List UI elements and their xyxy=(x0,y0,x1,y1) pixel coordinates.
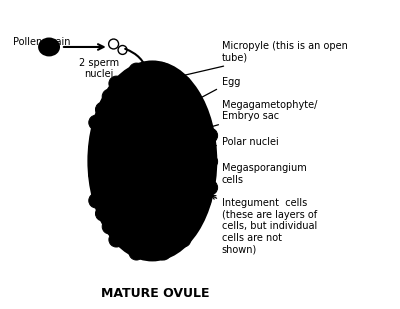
Circle shape xyxy=(189,102,204,117)
Text: Megagametophyte/
Embryo sac: Megagametophyte/ Embryo sac xyxy=(178,99,317,137)
Circle shape xyxy=(183,89,198,104)
Circle shape xyxy=(109,206,124,221)
Circle shape xyxy=(102,115,117,130)
Circle shape xyxy=(176,206,191,221)
Ellipse shape xyxy=(42,41,56,53)
Circle shape xyxy=(142,63,157,78)
Ellipse shape xyxy=(156,184,171,201)
Circle shape xyxy=(109,180,124,195)
Circle shape xyxy=(196,141,211,156)
Circle shape xyxy=(102,141,117,156)
Text: Egg: Egg xyxy=(166,77,240,116)
Circle shape xyxy=(129,63,144,78)
Circle shape xyxy=(169,219,184,234)
Circle shape xyxy=(162,232,178,247)
Circle shape xyxy=(89,167,104,182)
Circle shape xyxy=(156,63,171,78)
Ellipse shape xyxy=(132,110,173,198)
Circle shape xyxy=(149,76,164,91)
Circle shape xyxy=(96,206,110,221)
Text: 2 sperm
nuclei: 2 sperm nuclei xyxy=(79,58,119,79)
Circle shape xyxy=(102,167,117,182)
Text: Integument  cells
(these are layers of
cells, but individual
cells are not
shown: Integument cells (these are layers of ce… xyxy=(212,196,317,255)
Circle shape xyxy=(116,89,130,104)
Circle shape xyxy=(196,193,211,208)
Circle shape xyxy=(109,76,124,91)
Ellipse shape xyxy=(140,183,155,201)
Ellipse shape xyxy=(149,177,162,192)
Circle shape xyxy=(89,115,104,130)
Circle shape xyxy=(109,232,124,247)
Circle shape xyxy=(196,167,211,182)
Text: MATURE OVULE: MATURE OVULE xyxy=(101,287,210,300)
Circle shape xyxy=(102,219,117,234)
Circle shape xyxy=(203,154,218,169)
Circle shape xyxy=(196,115,211,130)
Circle shape xyxy=(129,245,144,260)
Circle shape xyxy=(183,193,198,208)
Ellipse shape xyxy=(89,62,216,260)
Text: Micropyle (this is an open
tube): Micropyle (this is an open tube) xyxy=(169,41,348,80)
Circle shape xyxy=(176,232,191,247)
Circle shape xyxy=(162,76,178,91)
Circle shape xyxy=(176,76,191,91)
Circle shape xyxy=(109,128,124,143)
Circle shape xyxy=(156,245,171,260)
Circle shape xyxy=(96,128,110,143)
Circle shape xyxy=(122,76,137,91)
Circle shape xyxy=(102,193,117,208)
Circle shape xyxy=(183,141,198,156)
Ellipse shape xyxy=(106,83,198,239)
Circle shape xyxy=(203,180,218,195)
Circle shape xyxy=(96,154,110,169)
Circle shape xyxy=(189,128,204,143)
Ellipse shape xyxy=(116,93,189,229)
Circle shape xyxy=(149,232,164,247)
Circle shape xyxy=(183,115,198,130)
Circle shape xyxy=(176,102,191,117)
Ellipse shape xyxy=(153,106,169,128)
Circle shape xyxy=(136,76,150,91)
Text: Megasporangium
cells: Megasporangium cells xyxy=(196,163,306,184)
Circle shape xyxy=(122,232,137,247)
Circle shape xyxy=(142,245,157,260)
Circle shape xyxy=(96,102,110,117)
Circle shape xyxy=(189,180,204,195)
Circle shape xyxy=(102,89,117,104)
Ellipse shape xyxy=(98,73,207,249)
Circle shape xyxy=(116,219,130,234)
Circle shape xyxy=(109,102,124,117)
Circle shape xyxy=(96,180,110,195)
Circle shape xyxy=(89,193,104,208)
Circle shape xyxy=(89,141,104,156)
Text: Pollen grain: Pollen grain xyxy=(13,37,71,47)
Ellipse shape xyxy=(116,93,189,229)
Circle shape xyxy=(203,128,218,143)
Circle shape xyxy=(183,219,198,234)
Ellipse shape xyxy=(143,110,163,136)
Circle shape xyxy=(129,89,144,104)
Circle shape xyxy=(129,219,144,234)
Circle shape xyxy=(169,89,184,104)
Circle shape xyxy=(183,167,198,182)
Circle shape xyxy=(189,206,204,221)
Text: Polar nuclei: Polar nuclei xyxy=(168,137,278,152)
Ellipse shape xyxy=(39,39,59,55)
Circle shape xyxy=(136,232,150,247)
Circle shape xyxy=(189,154,204,169)
Ellipse shape xyxy=(138,105,153,127)
Circle shape xyxy=(156,219,171,234)
